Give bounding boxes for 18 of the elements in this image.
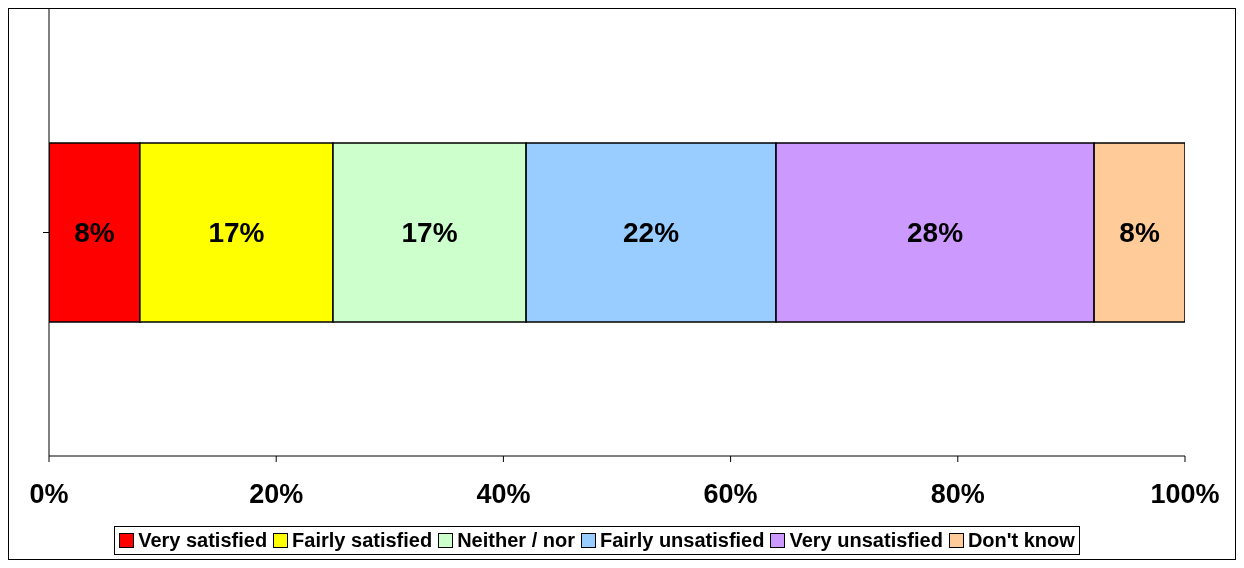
legend-label: Very unsatisfied	[788, 529, 943, 552]
data-label: 22%	[623, 217, 680, 249]
data-label: 8%	[1119, 217, 1160, 249]
x-tick-label: 60%	[703, 479, 758, 510]
x-tick-label: 20%	[249, 479, 304, 510]
legend-label: Very satisfied	[137, 529, 268, 552]
data-label: 28%	[907, 217, 964, 249]
legend-label: Neither / nor	[456, 529, 575, 552]
legend-label: Fairly unsatisfied	[598, 529, 765, 552]
data-label: 17%	[401, 217, 458, 249]
data-label: 8%	[74, 217, 115, 249]
x-tick-label: 0%	[29, 479, 69, 510]
x-tick-label: 80%	[930, 479, 985, 510]
legend-label: Don't know	[966, 529, 1075, 552]
x-tick-label: 40%	[476, 479, 531, 510]
x-tick-label: 100%	[1150, 479, 1220, 510]
legend-label: Fairly satisfied	[291, 529, 433, 552]
data-label: 17%	[208, 217, 265, 249]
